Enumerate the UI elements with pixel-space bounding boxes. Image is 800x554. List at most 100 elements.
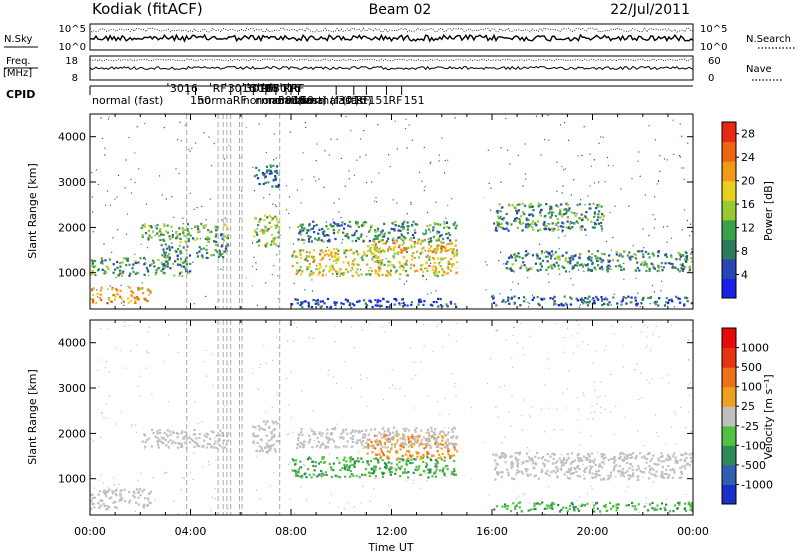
velocity-data bbox=[90, 320, 693, 515]
time-axis-label: Time UT bbox=[367, 541, 413, 554]
velocity-panel-frame bbox=[89, 319, 694, 516]
velocity-ylabel: Slant Range [km] bbox=[26, 369, 39, 465]
freq-trace bbox=[89, 58, 694, 71]
cpid-entry: normal (fast) bbox=[301, 94, 372, 107]
colorbar-segment bbox=[722, 141, 736, 162]
cpid-entry: normal (fast) bbox=[92, 94, 163, 107]
freq-line bbox=[89, 65, 694, 71]
nsky-tick-bottom: 10^0 bbox=[59, 42, 86, 53]
nsearch-tick-top: 10^5 bbox=[700, 24, 727, 35]
echo-region-7 bbox=[493, 501, 693, 513]
nsearch-line bbox=[89, 27, 694, 33]
colorbar-segment bbox=[722, 425, 736, 446]
velocity-colorbar: 1000 500 100 25 -25 -100 -500 -1000 bbox=[721, 327, 773, 505]
colorbar-segment bbox=[722, 347, 736, 368]
colorbar-segment bbox=[722, 258, 736, 279]
nsearch-label: N.Search bbox=[746, 34, 791, 45]
echo-region-11 bbox=[490, 295, 693, 307]
data-gap bbox=[280, 320, 286, 515]
time-axis: 00:00 04:00 08:00 12:00 16:00 20:00 00:00 bbox=[74, 525, 709, 538]
echo-region-5 bbox=[296, 426, 459, 450]
nsky-tick-top: 10^5 bbox=[59, 24, 86, 35]
nave-line bbox=[89, 58, 694, 62]
y-tick-label: 4000 bbox=[58, 131, 86, 144]
colorbar-tick-label: 1000 bbox=[741, 342, 769, 355]
echo-region-9 bbox=[493, 202, 605, 232]
echo-region-4 bbox=[250, 214, 281, 248]
cpid-entry: 151 bbox=[404, 94, 425, 107]
echo-region-7 bbox=[297, 220, 458, 244]
power-axes: 1000 2000 3000 4000 bbox=[58, 114, 694, 309]
colorbar-segment bbox=[722, 484, 736, 505]
velocity-axes: 1000 2000 3000 4000 bbox=[58, 320, 694, 515]
data-gap bbox=[458, 320, 470, 515]
y-tick-label: 2000 bbox=[58, 221, 86, 234]
colorbar-segment bbox=[722, 367, 736, 388]
colorbar-tick-label: -1000 bbox=[741, 478, 773, 491]
cpid-entry: 3016 bbox=[338, 94, 366, 107]
cpid-entry: normal bbox=[268, 94, 307, 107]
y-tick-label: 3000 bbox=[58, 176, 86, 189]
x-tick-label: 00:00 bbox=[74, 525, 106, 538]
cpid-entry: normal (fast) bbox=[288, 94, 359, 107]
nave-tick-top: 60 bbox=[708, 56, 721, 67]
nsearch-tick-bottom: 10^0 bbox=[700, 42, 727, 53]
y-tick-label: 2000 bbox=[58, 427, 86, 440]
nsky-label: N.Sky bbox=[4, 34, 32, 45]
colorbar-segment bbox=[722, 200, 736, 221]
cpid-entry: RF bbox=[291, 82, 305, 95]
freq-tick-top: 18 bbox=[65, 56, 78, 67]
echo-region-1 bbox=[90, 256, 192, 278]
freq-label-line1: Freq. bbox=[6, 56, 31, 67]
cpid-entry: 3016 bbox=[273, 82, 301, 95]
colorbar-segment bbox=[722, 161, 736, 182]
y-tick-label: 3000 bbox=[58, 382, 86, 395]
noise-points bbox=[91, 114, 693, 309]
station-title: Kodiak (fitACF) bbox=[92, 0, 203, 18]
colorbar-tick-label: 20 bbox=[741, 175, 755, 188]
colorbar-tick-label: 12 bbox=[741, 222, 755, 235]
date-title: 22/Jul/2011 bbox=[610, 2, 690, 18]
x-tick-label: 12:00 bbox=[376, 525, 408, 538]
power-data bbox=[90, 114, 693, 309]
power-ylabel: Slant Range [km] bbox=[26, 163, 39, 259]
colorbar-tick-label: 8 bbox=[741, 245, 748, 258]
colorbar-tick-label: 25 bbox=[741, 400, 755, 413]
colorbar-segment bbox=[722, 239, 736, 260]
cpid-entry: RF bbox=[356, 94, 370, 107]
y-tick-label: 1000 bbox=[58, 267, 86, 280]
colorbar-segment bbox=[722, 406, 736, 427]
data-gap bbox=[229, 114, 240, 309]
data-gap bbox=[280, 114, 286, 309]
cpid-entry: RF bbox=[389, 94, 403, 107]
colorbar-tick-label: -100 bbox=[741, 439, 766, 452]
x-tick-label: 08:00 bbox=[275, 525, 307, 538]
colorbar-tick-label: 4 bbox=[741, 269, 748, 282]
colorbar-segment bbox=[722, 464, 736, 485]
power-panel-frame bbox=[89, 113, 694, 310]
echo-region-12 bbox=[291, 297, 468, 309]
nsky-trace bbox=[89, 27, 694, 43]
velocity-colorbar-label: Velocity [m s⁻¹] bbox=[762, 374, 775, 459]
y-tick-label: 4000 bbox=[58, 337, 86, 350]
echo-region-3 bbox=[160, 243, 230, 259]
echo-region-5 bbox=[253, 164, 281, 189]
data-gap bbox=[247, 320, 252, 515]
colorbar-tick-label: 16 bbox=[741, 198, 755, 211]
cpid-entry: 151 bbox=[368, 94, 389, 107]
echo-region-8 bbox=[366, 239, 458, 255]
cpid-entry: RF bbox=[213, 82, 227, 95]
colorbar-frame bbox=[721, 121, 737, 299]
echo-region-0 bbox=[90, 286, 152, 305]
nave-label: Nave bbox=[746, 64, 772, 75]
freq-label-line2: [MHz] bbox=[3, 68, 32, 79]
colorbar-tick-label: 24 bbox=[741, 151, 755, 164]
x-tick-label: 04:00 bbox=[175, 525, 207, 538]
cpid-entry: 150 bbox=[293, 94, 314, 107]
cpid-label: CPID bbox=[6, 88, 35, 101]
power-colorbar: 4 8 12 16 20 24 28 bbox=[721, 121, 755, 299]
data-gap bbox=[458, 114, 470, 309]
colorbar-segment bbox=[722, 278, 736, 299]
